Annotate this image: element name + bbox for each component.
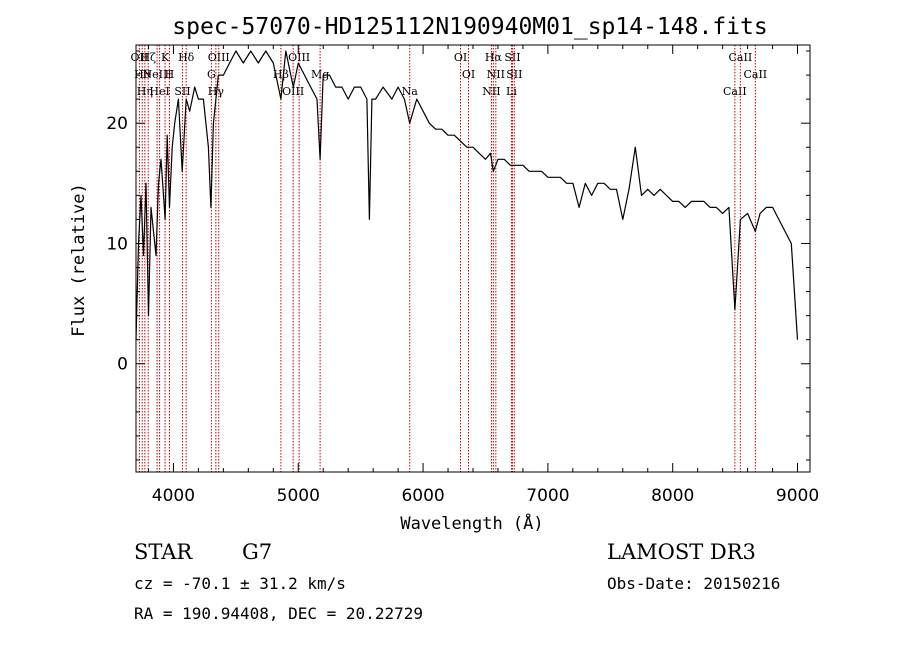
line-label: Hδ <box>178 51 195 64</box>
line-label: NII <box>482 85 500 98</box>
line-label: OII <box>131 51 149 64</box>
coordinates-readout: RA = 190.94408, DEC = 20.22729 <box>134 604 423 623</box>
line-label: SII <box>174 85 190 98</box>
line-label: Mg <box>311 68 329 81</box>
line-label: NII <box>487 68 505 81</box>
chart-title: spec-57070-HD125112N190940M01_sp14-148.f… <box>172 14 767 40</box>
spectrum-line <box>135 50 799 340</box>
x-axis-label: Wavelength (Å) <box>400 512 543 534</box>
line-label: OI <box>454 51 467 64</box>
x-tick-label: 8000 <box>651 486 694 506</box>
x-tick-label: 6000 <box>401 486 444 506</box>
line-label: SII <box>504 51 520 64</box>
line-label: CaII <box>729 51 753 64</box>
line-label: H <box>165 68 175 81</box>
y-tick-label: 0 <box>117 355 128 375</box>
line-label: CaII <box>723 85 747 98</box>
line-label: OIII <box>288 51 310 64</box>
line-label: Hα <box>485 51 503 64</box>
emission-line-markers: OIIHθHηHζNeIIIHeIKHSIIHδGHγOIIIHβOIIIOII… <box>131 45 767 472</box>
line-label: OIII <box>208 51 230 64</box>
line-label: Hζ <box>140 51 156 64</box>
line-label: K <box>161 51 170 64</box>
line-label: HeI <box>149 85 169 98</box>
line-label: CaII <box>743 68 767 81</box>
line-label: SII <box>506 68 522 81</box>
line-label: G <box>207 68 216 81</box>
plot-frame <box>135 44 811 473</box>
spectrum-chart: spec-57070-HD125112N190940M01_sp14-148.f… <box>69 14 819 534</box>
y-tick-label: 20 <box>106 114 128 134</box>
line-label: Hη <box>137 85 153 98</box>
spectrum-series <box>135 50 799 340</box>
line-label: Hθ <box>134 68 151 81</box>
x-tick-label: 5000 <box>277 486 320 506</box>
line-label: Li <box>506 85 517 98</box>
object-subclass: G7 <box>242 540 273 564</box>
observation-date: Obs-Date: 20150216 <box>607 574 781 593</box>
line-label: Na <box>402 85 419 98</box>
x-tick-label: 7000 <box>526 486 569 506</box>
x-tick-label: 4000 <box>152 486 195 506</box>
object-class: STAR <box>134 540 193 564</box>
x-axis: 4000 5000 6000 7000 8000 9000 <box>147 45 819 506</box>
line-label: NeIII <box>143 68 172 81</box>
x-tick-label: 9000 <box>776 486 819 506</box>
y-tick-label: 10 <box>106 234 128 254</box>
survey-name: LAMOST DR3 <box>607 540 756 564</box>
y-axis: 0 10 20 <box>106 50 810 461</box>
velocity-readout: cz = -70.1 ± 31.2 km/s <box>134 574 346 593</box>
line-label: OI <box>462 68 475 81</box>
y-axis-label: Flux (relative) <box>69 183 89 337</box>
